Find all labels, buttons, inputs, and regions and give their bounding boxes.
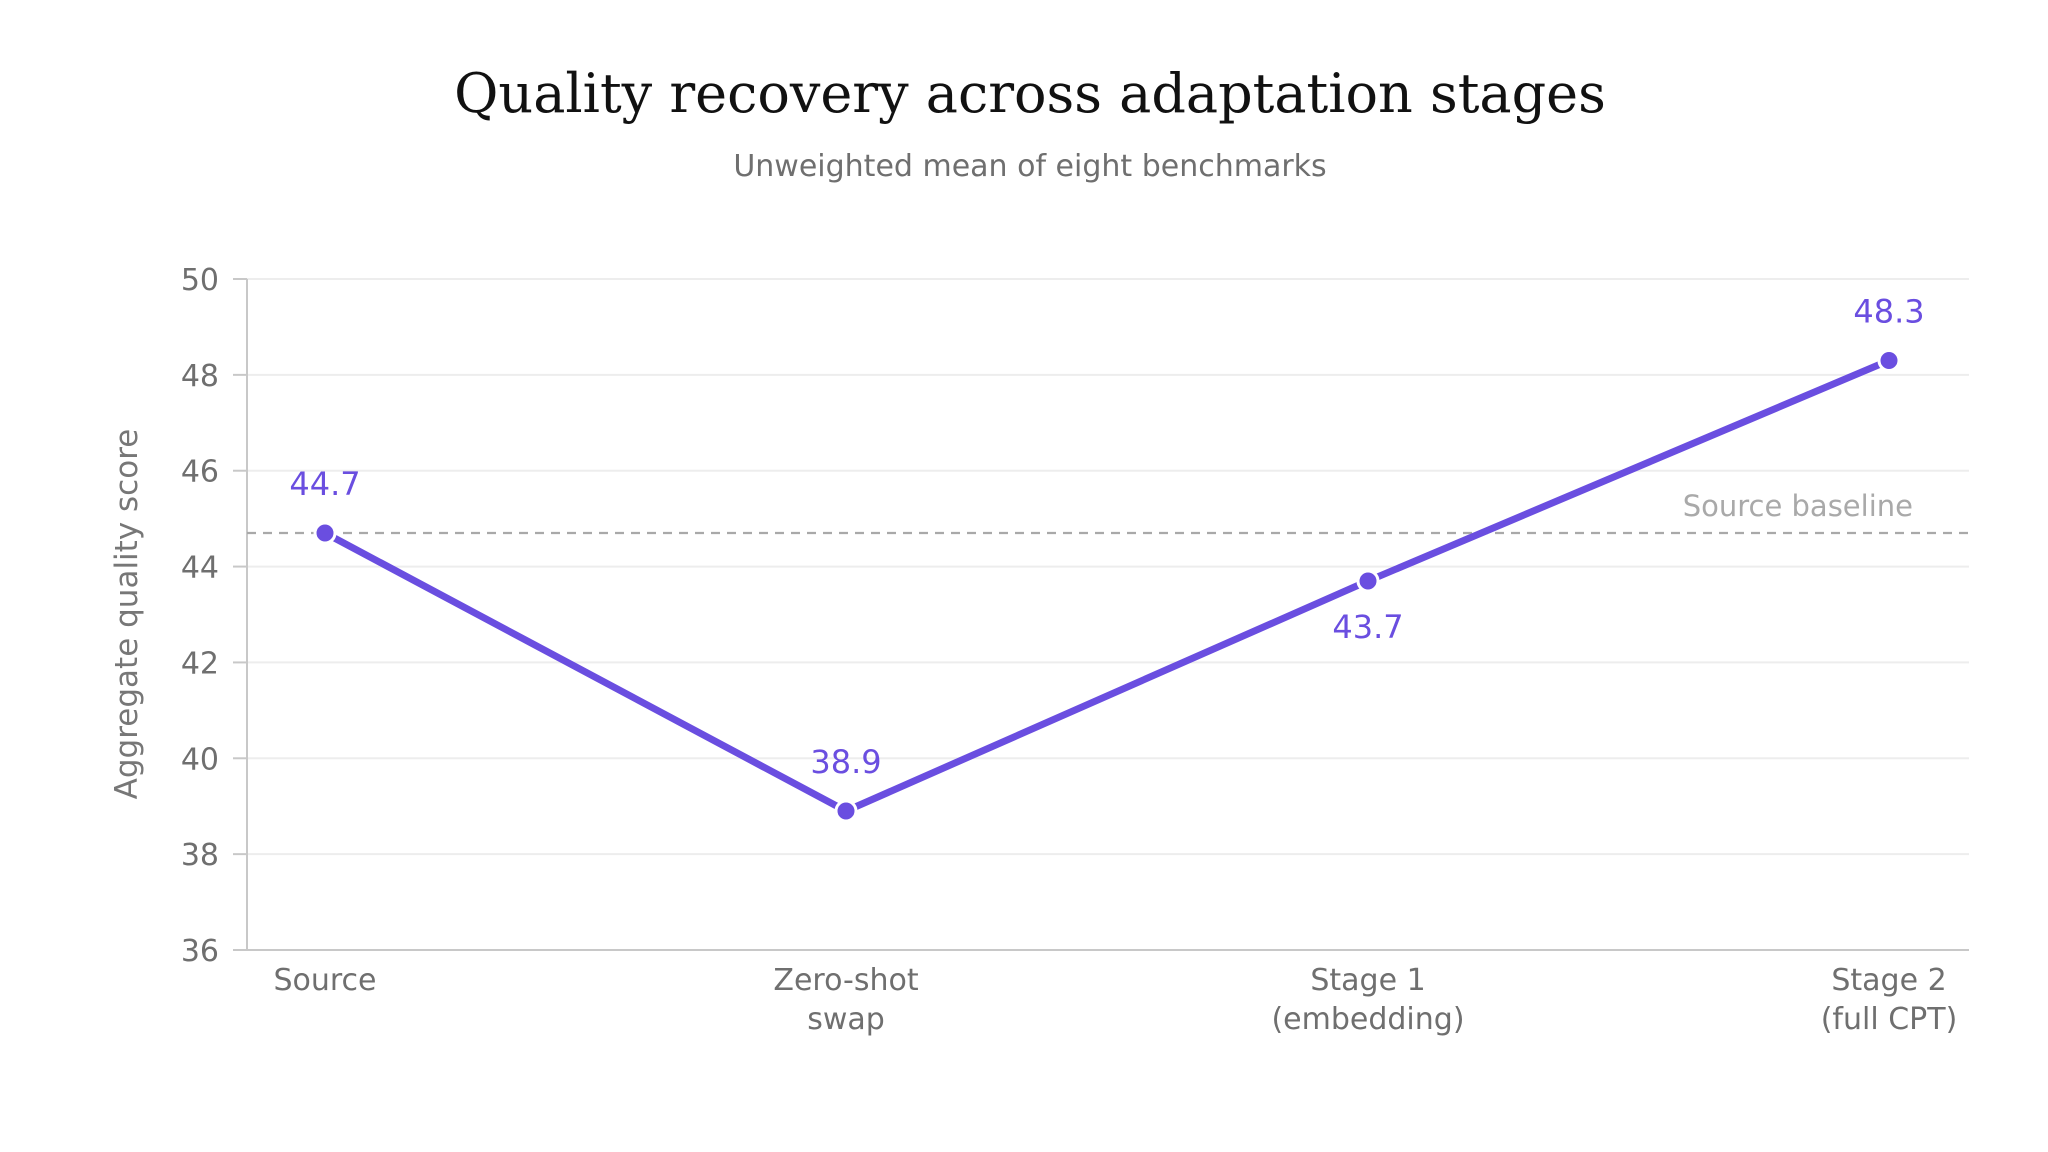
series-group: 44.7 38.9 43.7 48.3 [289,292,1925,823]
grid-lines [247,278,1969,856]
x-category-label: swap [807,1002,885,1037]
source-baseline-label: Source baseline [1683,489,1913,523]
y-tick-label: 38 [181,838,219,873]
y-axis-title: Aggregate quality score [109,429,145,800]
data-point [1356,569,1380,593]
data-label: 48.3 [1853,292,1924,330]
x-category-label: Stage 2 [1831,963,1946,998]
data-label: 38.9 [810,743,881,781]
axes [233,278,1969,951]
y-tick-label: 44 [181,551,219,586]
x-category-label: Zero-shot [773,963,918,998]
chart-subtitle: Unweighted mean of eight benchmarks [733,149,1326,184]
y-tick-label: 42 [181,646,219,681]
reference-line-group: Source baseline [247,489,1969,535]
data-label: 43.7 [1332,608,1403,646]
x-category-label: (embedding) [1271,1002,1464,1037]
y-tick-label: 46 [181,455,219,490]
x-category-labels: Source Zero-shot swap Stage 1 (embedding) Sta… [273,963,1957,1037]
data-point [834,799,858,823]
x-category-label: Stage 1 [1310,963,1425,998]
y-tick-label: 36 [181,934,219,969]
data-point [313,521,337,545]
data-label: 44.7 [289,465,360,503]
x-category-label: (full CPT) [1821,1002,1958,1037]
x-category-label: Source [273,963,376,998]
y-tick-label: 48 [181,359,219,394]
chart-title: Quality recovery across adaptation stage… [454,62,1606,125]
y-tick-label: 50 [181,263,219,298]
series-line [321,356,1893,815]
data-point [1877,348,1901,372]
y-tick-labels: 36 38 40 42 44 46 48 50 [181,263,219,969]
y-tick-label: 40 [181,742,219,777]
